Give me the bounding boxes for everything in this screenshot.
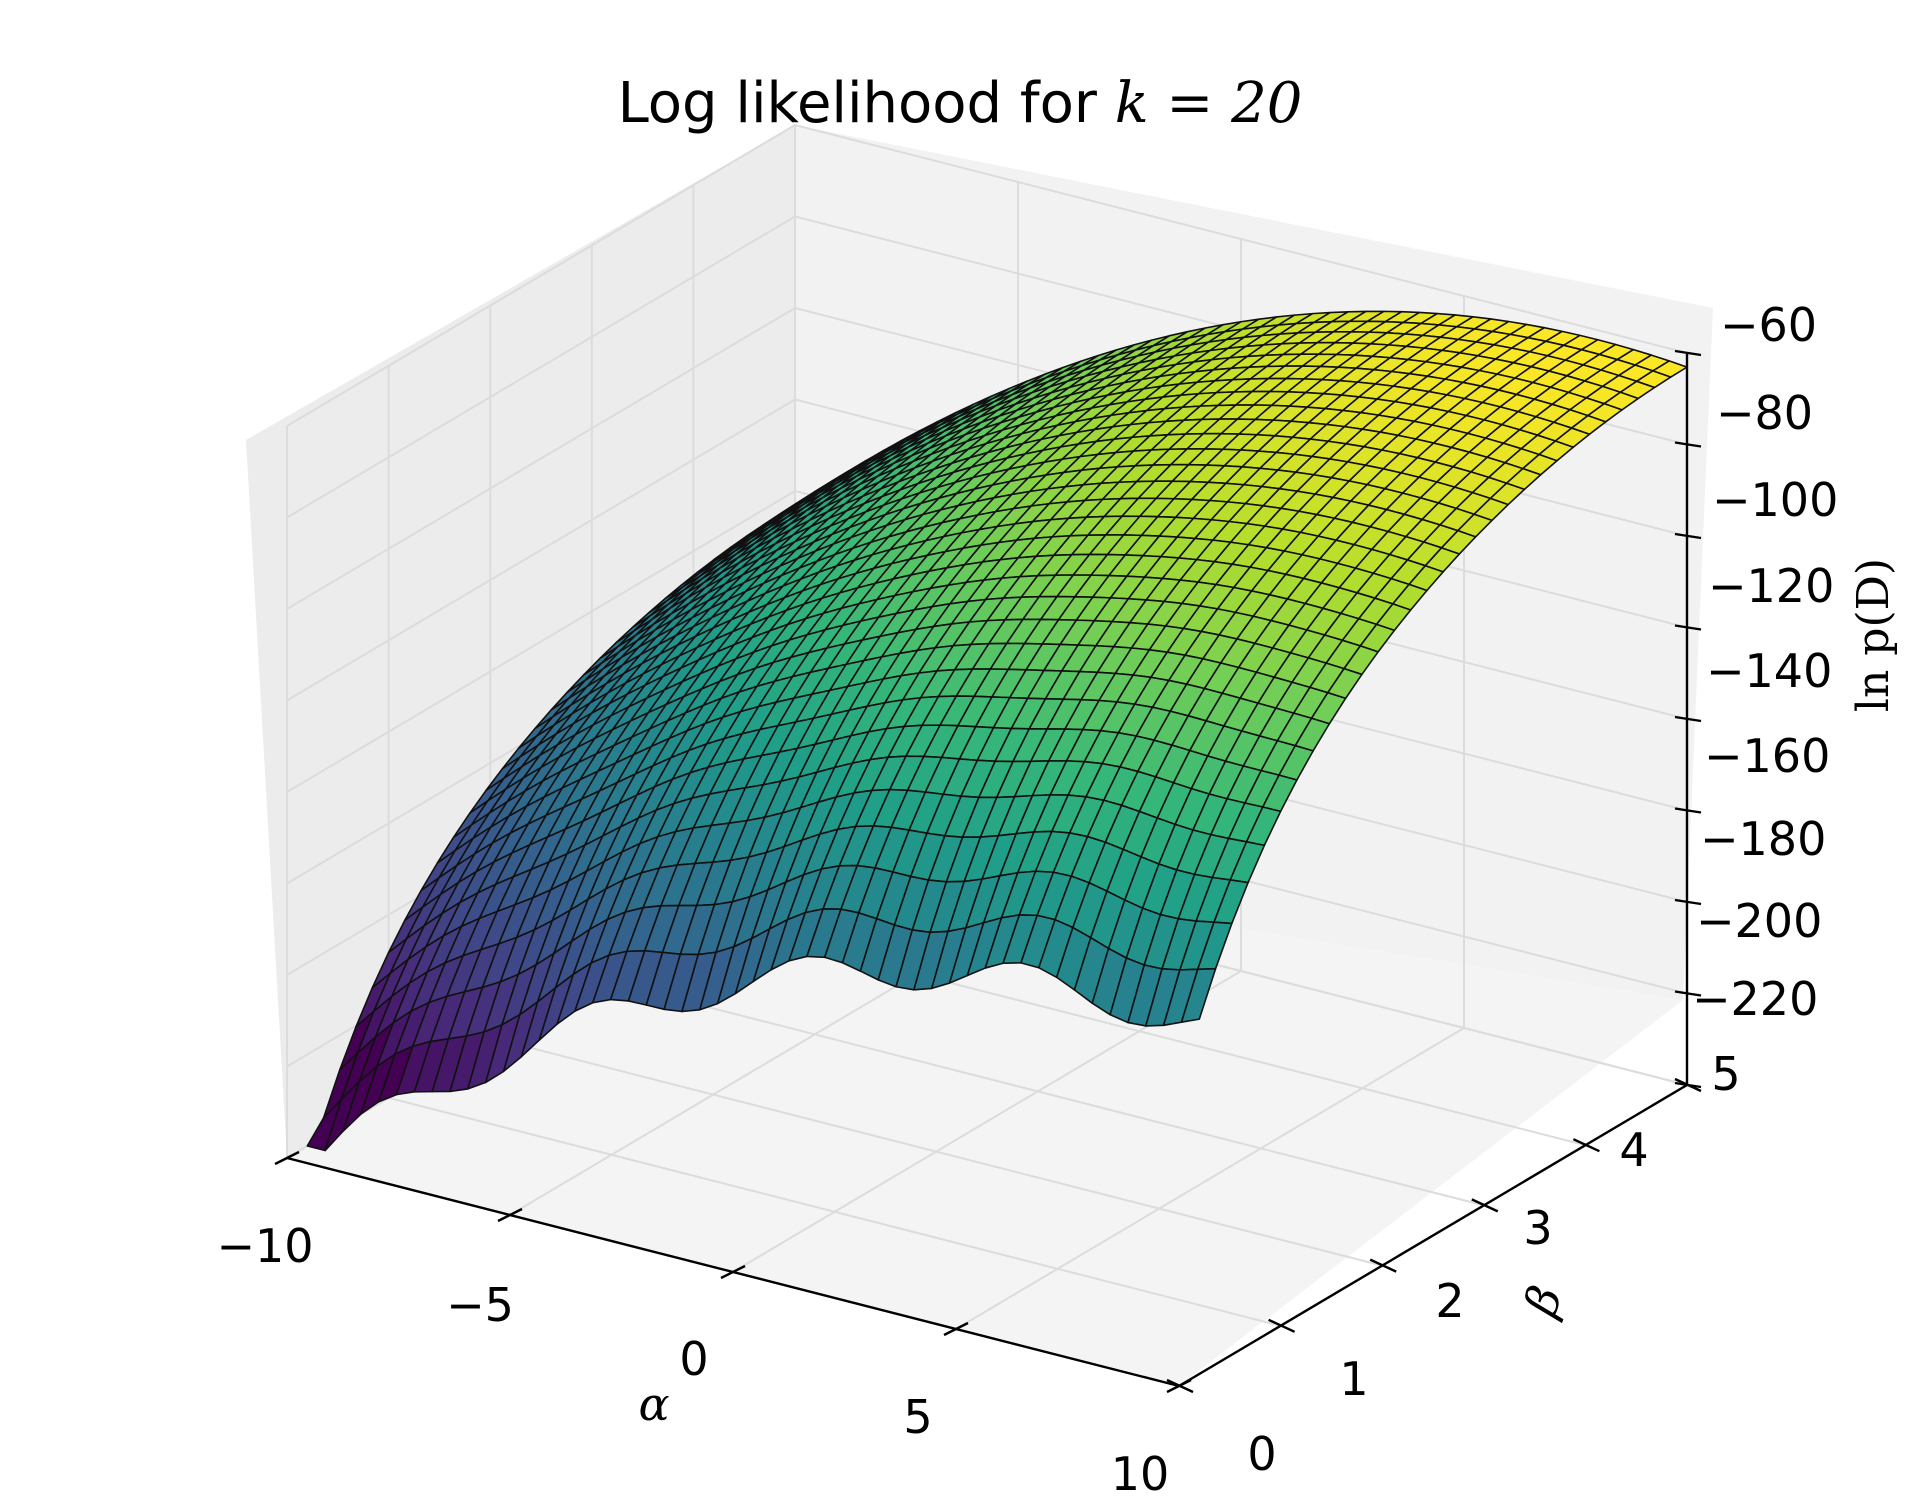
z-tick-label: −100 xyxy=(1712,473,1838,527)
z-tick xyxy=(1674,532,1702,540)
z-tick-label: −140 xyxy=(1706,644,1832,698)
grid-line-z xyxy=(286,123,1688,427)
z-tick-labels: −220 −200 −180 −160 −140 −120 −100 −80 −… xyxy=(1692,298,1838,1026)
z-tick-label: −160 xyxy=(1704,729,1830,783)
y-tick xyxy=(1166,1378,1194,1394)
y-tick-label: 4 xyxy=(1619,1123,1648,1177)
x-tick-label: 5 xyxy=(903,1390,932,1444)
y-axis-line xyxy=(1178,1083,1688,1388)
z-tick-label: −60 xyxy=(1720,298,1817,352)
y-axis-label: β xyxy=(1512,1279,1573,1324)
z-tick xyxy=(1674,807,1702,814)
z-axis-label: ln p(D) xyxy=(1848,558,1899,712)
y-tick xyxy=(1471,1198,1499,1213)
y-tick-label: 2 xyxy=(1435,1274,1464,1328)
grid-line-z xyxy=(286,489,1688,793)
x-tick-label: −5 xyxy=(446,1278,514,1332)
x-tick xyxy=(720,1264,746,1280)
z-tick xyxy=(1674,624,1702,631)
z-tick-label: −80 xyxy=(1716,386,1813,440)
y-tick-label: 1 xyxy=(1339,1352,1368,1406)
x-tick-labels: −10 −5 0 5 10 xyxy=(216,1219,1169,1500)
z-tick-label: −200 xyxy=(1696,894,1822,948)
y-tick-label: 5 xyxy=(1711,1047,1740,1101)
x-tick-label: 0 xyxy=(679,1332,708,1386)
x-tick xyxy=(497,1207,523,1223)
y-tick-label: 3 xyxy=(1523,1201,1552,1255)
z-tick xyxy=(1674,441,1702,448)
surface-cell xyxy=(1180,967,1217,1024)
y-tick xyxy=(1572,1138,1600,1153)
chart-title-text: Log likelihood for xyxy=(618,71,1115,136)
axes xyxy=(274,349,1702,1394)
surface-mesh xyxy=(306,310,1688,1152)
z-tick-label: −180 xyxy=(1700,812,1826,866)
z-tick-label: −220 xyxy=(1692,972,1818,1026)
y-tick xyxy=(1369,1258,1397,1273)
x-tick-label: 10 xyxy=(1111,1447,1170,1500)
z-tick xyxy=(1674,1081,1702,1089)
y-tick xyxy=(1268,1318,1296,1333)
z-tick-label: −120 xyxy=(1708,559,1834,613)
x-axis-label: α xyxy=(638,1377,669,1431)
y-tick-labels: 0 1 2 3 4 5 xyxy=(1247,1047,1740,1481)
y-tick-label: 0 xyxy=(1247,1427,1276,1481)
chart-title-math: k = 20 xyxy=(1115,71,1303,136)
z-tick xyxy=(1674,349,1702,357)
chart-title: Log likelihood for k = 20 xyxy=(618,71,1303,136)
x-tick-label: −10 xyxy=(216,1219,313,1273)
x-tick xyxy=(274,1150,300,1166)
z-tick xyxy=(1674,715,1702,723)
z-tick xyxy=(1674,898,1702,906)
x-tick xyxy=(943,1321,969,1337)
z-tick xyxy=(1674,990,1702,997)
